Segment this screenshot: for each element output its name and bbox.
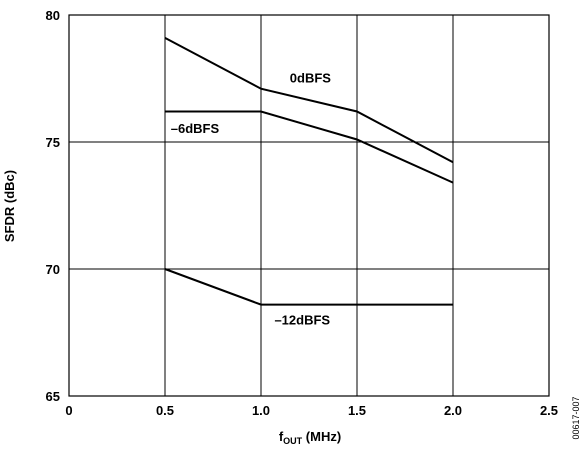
series-label-2: –12dBFS [274,313,330,328]
figure-id: 00617-007 [571,396,581,439]
series-lines [164,37,454,306]
x-tick-label: 1.0 [252,403,270,418]
x-tick-label: 2.0 [444,403,462,418]
x-tick-label: 0.5 [156,403,174,418]
y-tick-label: 70 [46,262,60,277]
x-tick-label: 0 [65,403,72,418]
plot-frame [68,14,550,397]
y-axis-title: SFDR (dBc) [2,170,17,242]
series-label-1: –6dBFS [171,121,220,136]
series-line-1 [165,110,454,184]
series-labels: 0dBFS –6dBFS –12dBFS [171,71,332,328]
x-axis-title: fOUT (MHz) [279,429,341,446]
y-tick-label: 75 [46,135,60,150]
series-line-2 [164,268,453,306]
y-tick-label: 80 [46,8,60,23]
y-tick-labels: 65 70 75 80 [46,8,60,404]
x-tick-label: 2.5 [540,403,558,418]
series-line-0 [164,37,454,164]
x-tick-labels: 0 0.5 1.0 1.5 2.0 2.5 [65,403,558,418]
grid [69,15,549,396]
y-tick-label: 65 [46,389,60,404]
series-label-0: 0dBFS [290,71,332,86]
x-tick-label: 1.5 [348,403,366,418]
